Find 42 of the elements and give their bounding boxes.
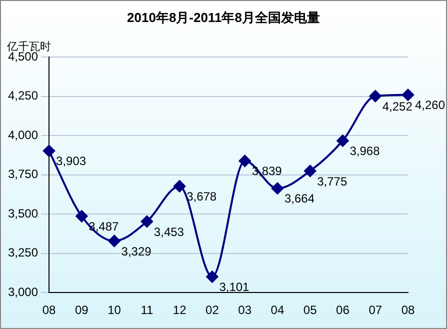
x-tick-label: 03 bbox=[238, 303, 252, 318]
point bbox=[108, 234, 120, 247]
x-tick-label: 11 bbox=[140, 303, 154, 318]
y-tick-label: 3,000 bbox=[8, 284, 38, 299]
y-tick-label: 3,500 bbox=[8, 206, 38, 220]
data-label: 3,453 bbox=[154, 224, 184, 239]
x-tick-label: 12 bbox=[172, 303, 187, 318]
point bbox=[238, 154, 251, 167]
y-tick-label: 3,250 bbox=[8, 246, 38, 260]
data-label: 3,775 bbox=[317, 174, 348, 188]
point bbox=[174, 180, 186, 192]
point bbox=[369, 90, 382, 102]
y-axis-title: 亿千瓦时 bbox=[7, 40, 51, 53]
point bbox=[43, 144, 56, 157]
x-tick-label: 08 bbox=[401, 303, 415, 318]
point bbox=[402, 88, 414, 101]
point bbox=[271, 182, 284, 194]
data-label: 3,968 bbox=[350, 144, 380, 158]
data-label: 3,903 bbox=[56, 154, 86, 168]
point bbox=[140, 216, 153, 228]
x-tick-label: 09 bbox=[74, 303, 89, 318]
chart-title: 2010年8月-2011年8月全国发电量 bbox=[126, 9, 321, 27]
data-label: 4,252 bbox=[382, 99, 413, 114]
data-label: 4,260 bbox=[415, 98, 446, 112]
data-label: 3,101 bbox=[219, 280, 250, 294]
x-tick-label: 04 bbox=[270, 303, 284, 318]
x-tick-label: 08 bbox=[42, 303, 56, 318]
x-tick-label: 07 bbox=[368, 303, 382, 318]
point bbox=[76, 210, 88, 222]
data-label: 3,664 bbox=[284, 192, 315, 206]
x-tick-label: 10 bbox=[108, 303, 122, 318]
point bbox=[206, 270, 218, 283]
y-tick-label: 3,750 bbox=[8, 167, 38, 182]
y-tick-label: 4,250 bbox=[8, 88, 38, 103]
data-label: 3,678 bbox=[186, 190, 217, 204]
data-label: 3,329 bbox=[121, 244, 152, 258]
y-tick-label: 4,000 bbox=[8, 128, 38, 142]
x-tick-label: 02 bbox=[206, 303, 220, 318]
x-tick-label: 05 bbox=[303, 303, 318, 318]
point bbox=[304, 164, 316, 177]
x-tick-label: 06 bbox=[336, 303, 350, 318]
point bbox=[336, 134, 349, 147]
